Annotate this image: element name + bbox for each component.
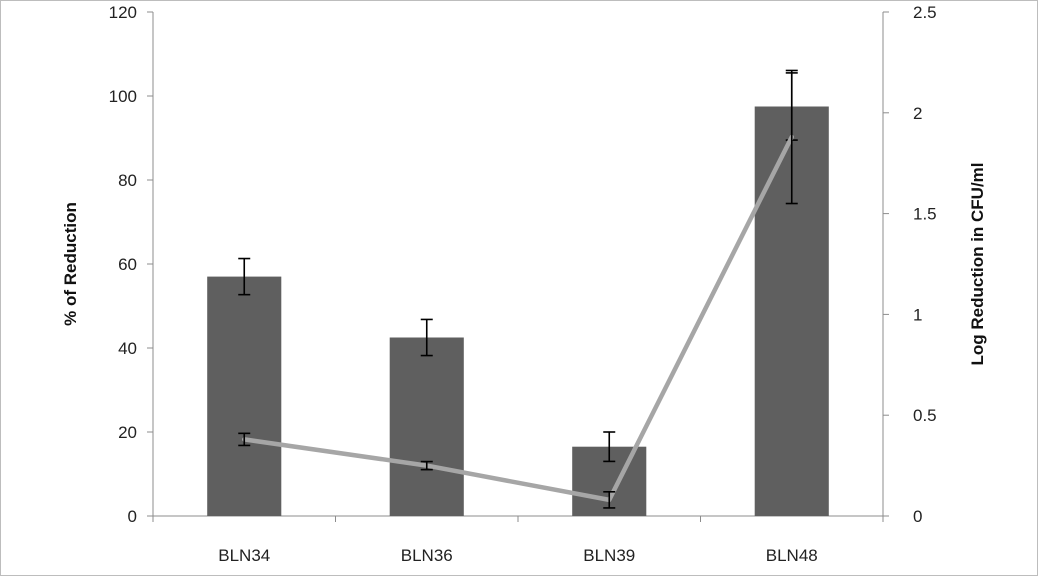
- left-y-axis-title: % of Reduction: [61, 202, 80, 326]
- left-y-tick-label: 120: [109, 3, 137, 22]
- line-series: [242, 134, 794, 503]
- right-y-tick-label: 2.5: [913, 3, 937, 22]
- right-y-axis-title: Log Reduction in CFU/ml: [968, 162, 987, 365]
- left-y-tick-label: 80: [118, 171, 137, 190]
- left-y-tick-label: 100: [109, 87, 137, 106]
- x-tick-label: BLN36: [401, 546, 453, 565]
- x-tick-label: BLN34: [218, 546, 270, 565]
- left-y-tick-label: 60: [118, 255, 137, 274]
- right-y-tick-label: 0.5: [913, 406, 937, 425]
- bar-bln34: [207, 276, 282, 516]
- left-y-tick-label: 20: [118, 423, 137, 442]
- x-tick-label: BLN39: [583, 546, 635, 565]
- right-y-tick-label: 2: [913, 104, 922, 123]
- left-y-tick-label: 40: [118, 339, 137, 358]
- x-tick-label: BLN48: [766, 546, 818, 565]
- right-y-tick-label: 1.5: [913, 205, 937, 224]
- right-y-tick-label: 1: [913, 305, 922, 324]
- right-y-tick-label: 0: [913, 507, 922, 526]
- left-y-tick-label: 0: [128, 507, 137, 526]
- bar-bln36: [389, 337, 464, 516]
